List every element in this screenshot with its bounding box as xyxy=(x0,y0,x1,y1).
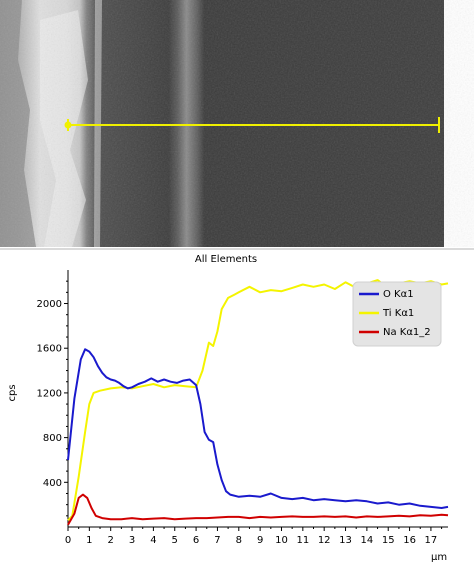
series-line-0 xyxy=(67,348,449,509)
legend-box xyxy=(352,281,442,347)
x-tick-label: 10 xyxy=(275,535,288,546)
series-line-2 xyxy=(67,493,449,526)
x-tick-label: 7 xyxy=(214,535,220,546)
x-tick-label: 15 xyxy=(382,535,395,546)
y-tick-label: 400 xyxy=(43,478,62,489)
x-tick-label: 12 xyxy=(318,535,331,546)
series-line-1 xyxy=(67,279,449,521)
x-tick-label: 9 xyxy=(257,535,263,546)
x-tick-label: 5 xyxy=(172,535,178,546)
y-axis-label: cps xyxy=(7,384,18,401)
x-tick-label: 11 xyxy=(296,535,309,546)
x-tick-label: 17 xyxy=(425,535,438,546)
legend-label: O Kα1 xyxy=(383,289,414,300)
sem-micrograph xyxy=(0,0,474,247)
legend-label: Na Kα1_2 xyxy=(383,327,431,338)
y-tick-label: 800 xyxy=(43,433,62,444)
x-tick-label: 1 xyxy=(86,535,92,546)
x-tick-label: 8 xyxy=(236,535,242,546)
line-profile-chart: All Elements cps μm 400 800 1200 1600 2000 0 1… xyxy=(0,247,474,563)
x-tick-label: 6 xyxy=(193,535,199,546)
legend: O Kα1 Ti Kα1 Na Kα1_2 xyxy=(352,281,442,347)
chart-title: All Elements xyxy=(195,254,257,265)
x-tick-label: 4 xyxy=(150,535,156,546)
x-axis-label: μm xyxy=(431,552,447,563)
x-tick-label: 2 xyxy=(108,535,114,546)
linescan-start-marker xyxy=(64,121,72,129)
x-tick-label: 14 xyxy=(361,535,374,546)
x-tick-label: 13 xyxy=(339,535,352,546)
y-tick-label: 2000 xyxy=(37,299,62,310)
y-tick-label: 1200 xyxy=(37,388,62,399)
legend-label: Ti Kα1 xyxy=(382,308,414,319)
x-tick-label: 16 xyxy=(403,535,416,546)
x-tick-label: 0 xyxy=(65,535,71,546)
y-tick-label: 1600 xyxy=(37,344,62,355)
x-tick-label: 3 xyxy=(129,535,135,546)
